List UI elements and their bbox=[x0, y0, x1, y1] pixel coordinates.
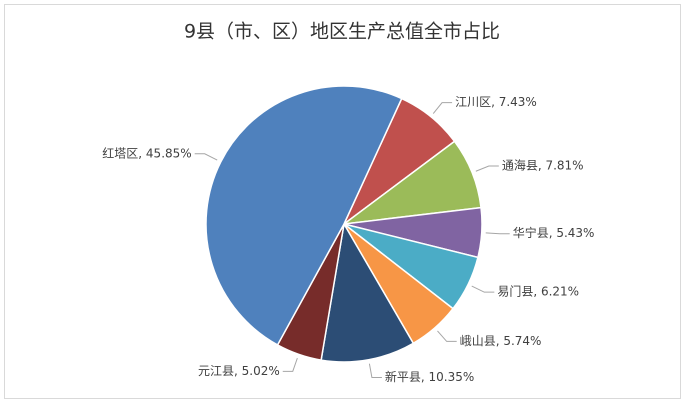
data-label: 江川区, 7.43% bbox=[455, 95, 537, 109]
leader-line bbox=[475, 165, 499, 172]
data-label: 新平县, 10.35% bbox=[385, 369, 474, 384]
data-label: 华宁县, 5.43% bbox=[513, 225, 595, 240]
leader-line bbox=[432, 102, 453, 114]
data-label: 元江县, 5.02% bbox=[198, 364, 280, 378]
data-label: 易门县, 6.21% bbox=[497, 284, 579, 299]
pie-slice bbox=[205, 85, 403, 346]
leader-line bbox=[194, 153, 218, 161]
data-label: 峨山县, 5.74% bbox=[460, 334, 542, 348]
pie-slice bbox=[320, 221, 415, 363]
leader-line bbox=[368, 363, 382, 378]
leader-line bbox=[471, 285, 495, 293]
leader-line bbox=[437, 330, 457, 342]
chart-title: 9县（市、区）地区生产总值全市占比 bbox=[184, 21, 500, 43]
leader-line bbox=[282, 357, 298, 372]
leader-line bbox=[485, 232, 510, 235]
data-label: 通海县, 7.81% bbox=[502, 158, 584, 173]
data-label: 红塔区, 45.85% bbox=[102, 145, 191, 160]
